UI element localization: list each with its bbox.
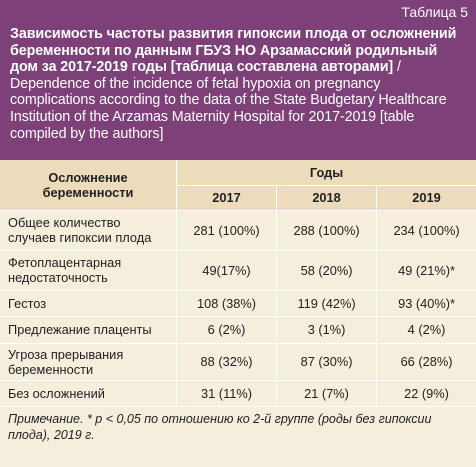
title-ru: Зависимость частоты развития гипоксии пл… bbox=[10, 26, 457, 76]
data-table: Осложнение беременности Годы 2017 2018 2… bbox=[0, 160, 476, 407]
cell: 234 (100%) bbox=[376, 210, 476, 251]
cell: 6 (2%) bbox=[175, 316, 277, 344]
title-en: / Dependence of the incidence of fetal h… bbox=[10, 59, 447, 142]
table-row: Общее количество случаев гипоксии плода 2… bbox=[0, 210, 476, 251]
year-header: 2019 bbox=[376, 185, 476, 211]
cell: 3 (1%) bbox=[276, 316, 377, 344]
group-header: Годы bbox=[176, 160, 476, 186]
year-header: 2017 bbox=[175, 185, 277, 211]
row-label: Общее количество случаев гипоксии плода bbox=[0, 210, 177, 251]
cell: 49 (21%)* bbox=[376, 250, 476, 291]
table-row: Предлежание плаценты 6 (2%) 3 (1%) 4 (2%) bbox=[0, 316, 476, 344]
cell: 108 (38%) bbox=[175, 290, 277, 317]
table-label: Таблица 5 bbox=[401, 4, 468, 20]
table-row: Угроза прерывания беременности 88 (32%) 87… bbox=[0, 343, 476, 381]
footnote: Примечание. * p < 0,05 по отношению ко 2… bbox=[0, 407, 476, 447]
cell: 66 (28%) bbox=[376, 343, 476, 381]
cell: 119 (42%) bbox=[276, 290, 377, 317]
column-header: Осложнение беременности bbox=[0, 160, 177, 211]
cell: 93 (40%)* bbox=[376, 290, 476, 317]
table-row: Гестоз 108 (38%) 119 (42%) 93 (40%)* bbox=[0, 290, 476, 317]
footnote-label: Примечание. bbox=[8, 411, 84, 426]
title: Зависимость частоты развития гипоксии пл… bbox=[10, 26, 468, 142]
year-header: 2018 bbox=[276, 185, 377, 211]
footnote-text: * p < 0,05 по отношению ко 2-й группе (р… bbox=[8, 411, 432, 442]
cell: 281 (100%) bbox=[175, 210, 277, 251]
row-label: Гестоз bbox=[0, 290, 177, 317]
cell: 88 (32%) bbox=[175, 343, 277, 381]
cell: 58 (20%) bbox=[276, 250, 377, 291]
header: Таблица 5 Зависимость частоты развития г… bbox=[0, 0, 476, 160]
cell: 49(17%) bbox=[175, 250, 277, 291]
cell: 87 (30%) bbox=[276, 343, 377, 381]
row-label: Предлежание плаценты bbox=[0, 316, 177, 344]
row-label: Фетоплацентарная недостаточность bbox=[0, 250, 177, 291]
table-body: Общее количество случаев гипоксии плода 2… bbox=[0, 210, 476, 407]
table-row: Фетоплацентарная недостаточность 49(17%) 5… bbox=[0, 250, 476, 291]
cell: 22 (9%) bbox=[376, 380, 476, 407]
cell: 31 (11%) bbox=[175, 380, 277, 407]
cell: 4 (2%) bbox=[376, 316, 476, 344]
row-label: Без осложнений bbox=[0, 380, 177, 407]
row-label: Угроза прерывания беременности bbox=[0, 343, 177, 381]
cell: 288 (100%) bbox=[276, 210, 377, 251]
table-row: Без осложнений 31 (11%) 21 (7%) 22 (9%) bbox=[0, 380, 476, 407]
cell: 21 (7%) bbox=[276, 380, 377, 407]
